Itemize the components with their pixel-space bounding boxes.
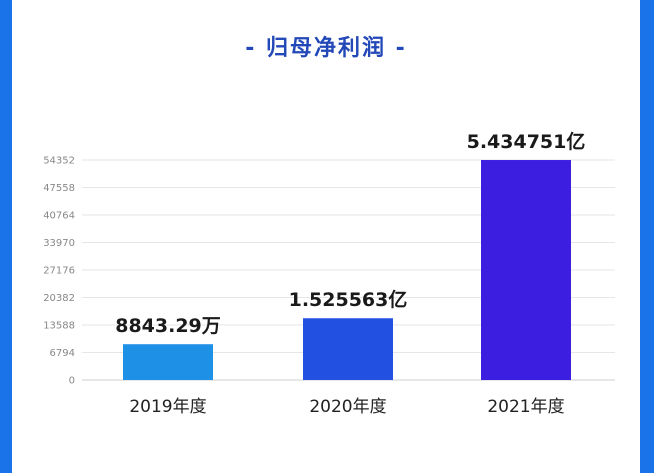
y-tick-label-7: 47558 bbox=[43, 183, 75, 194]
data-label-0: 8843.29万 bbox=[115, 315, 221, 337]
y-tick-label-4: 27176 bbox=[43, 266, 75, 277]
y-tick-label-1: 6794 bbox=[50, 348, 75, 359]
bar-2 bbox=[481, 160, 571, 380]
bar-0 bbox=[123, 344, 213, 380]
y-tick-label-5: 33970 bbox=[43, 238, 75, 249]
x-category-label-0: 2019年度 bbox=[129, 397, 206, 417]
y-tick-label-0: 0 bbox=[69, 376, 75, 387]
data-label-1: 1.525563亿 bbox=[289, 288, 408, 311]
y-tick-label-2: 13588 bbox=[43, 321, 75, 332]
y-tick-label-6: 40764 bbox=[43, 211, 75, 222]
x-category-label-1: 2020年度 bbox=[309, 397, 386, 417]
data-label-2: 5.434751亿 bbox=[467, 130, 586, 153]
y-tick-label-8: 54352 bbox=[43, 156, 75, 167]
x-category-label-2: 2021年度 bbox=[487, 397, 564, 417]
bar-1 bbox=[303, 318, 393, 380]
y-tick-label-3: 20382 bbox=[43, 293, 75, 304]
chart-title: - 归母净利润 - bbox=[245, 36, 407, 61]
